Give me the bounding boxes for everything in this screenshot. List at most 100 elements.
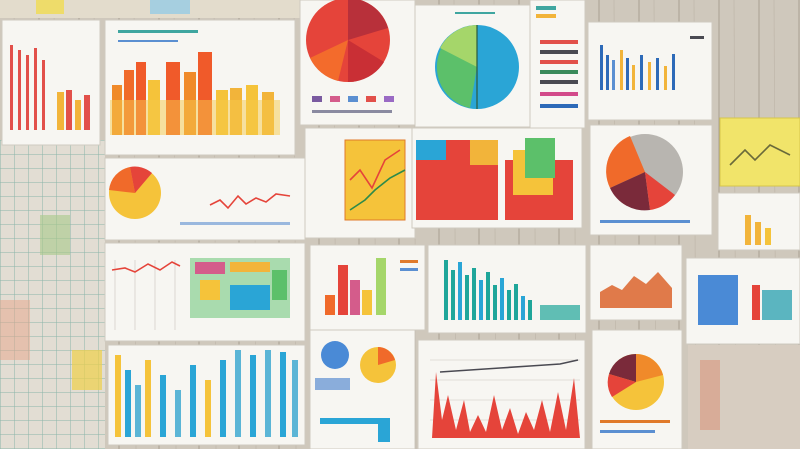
shape-block (626, 58, 629, 90)
shape-path (348, 0, 388, 40)
shape-block (330, 96, 340, 102)
shape-block (745, 215, 751, 245)
shape-block (465, 275, 469, 320)
shape-block (135, 385, 141, 437)
shape-block (292, 360, 298, 437)
shape-block (514, 284, 518, 320)
shape-block (479, 280, 483, 320)
shape-block (200, 280, 220, 300)
shape-path (310, 40, 348, 81)
shape-block (540, 104, 578, 108)
shape-block (315, 378, 350, 390)
shape-block (230, 285, 270, 310)
paper-colorful-bars (309, 244, 426, 331)
shape-path (130, 166, 152, 193)
shape-block (265, 350, 271, 437)
shape-block (175, 390, 181, 437)
shape-block (145, 360, 151, 437)
shape-block (384, 96, 394, 102)
shape-block (235, 350, 241, 437)
shape-path (109, 167, 135, 193)
shape-block (344, 139, 406, 221)
paper-yellow-note (719, 117, 800, 187)
shape-block (612, 60, 615, 90)
shape-block (521, 296, 525, 320)
shape-block (136, 62, 146, 135)
shape-block (18, 50, 21, 130)
shape-block (540, 80, 578, 84)
shape-block (470, 140, 498, 165)
shape-block (648, 62, 651, 90)
shape-block (312, 110, 392, 113)
shape-block (348, 96, 358, 102)
shape-block (416, 140, 446, 160)
shape-block (180, 222, 290, 225)
shape-block (528, 300, 532, 320)
shape-block (40, 215, 70, 255)
shape-block (34, 48, 37, 130)
paper-blue-yellow (107, 344, 306, 446)
paper-teal-bars (427, 244, 587, 334)
shape-path (378, 347, 395, 365)
shape-block (600, 430, 655, 433)
shape-block (690, 36, 704, 39)
shape-block (620, 50, 623, 90)
shape-block (160, 375, 166, 437)
shape-block (350, 280, 360, 315)
paper-orange-bars (104, 19, 296, 156)
shape-block (150, 0, 190, 14)
shape-block (606, 55, 609, 90)
shape-path (607, 374, 636, 397)
shape-block (700, 360, 720, 430)
shape-block (338, 265, 348, 315)
shape-block (0, 140, 105, 449)
shape-block (320, 418, 390, 424)
shape-block (540, 40, 578, 44)
shape-block (755, 222, 761, 245)
paper-pie-line (104, 157, 306, 241)
shape-path (645, 172, 675, 210)
shape-path (636, 354, 663, 382)
shape-path (610, 172, 650, 211)
shape-block (376, 258, 386, 315)
drawn-line (729, 144, 791, 166)
shape-path (600, 272, 672, 308)
paper-small-bars (1, 19, 101, 146)
paper-yellow-chart (304, 127, 416, 239)
shape-block (72, 350, 102, 390)
shape-block (455, 12, 495, 14)
shape-block (400, 268, 418, 271)
shape-block (195, 262, 225, 274)
shape-path (609, 353, 636, 382)
drawn-line (349, 149, 401, 190)
paper-legend (529, 0, 586, 129)
shape-block (115, 355, 121, 437)
shape-block (26, 55, 29, 130)
shape-block (280, 352, 286, 437)
shape-block (664, 66, 667, 90)
paper-blue-blocks (685, 257, 800, 345)
shape-block (66, 90, 72, 130)
shape-block (698, 275, 738, 325)
shape-block (36, 0, 64, 14)
shape-block (672, 54, 675, 90)
drawn-line (349, 169, 406, 211)
shape-block (525, 138, 555, 178)
shape-block (458, 262, 462, 320)
drawn-line (111, 261, 181, 273)
shape-block (10, 45, 13, 130)
paper-red-spikes (417, 339, 586, 449)
shape-block (507, 290, 511, 320)
drawn-line (439, 359, 579, 373)
shape-block (42, 60, 45, 130)
shape-block (250, 355, 256, 437)
paper-gray-pie (589, 124, 713, 236)
shape-block (540, 60, 578, 64)
shape-block (540, 50, 578, 54)
paper-small-chart (717, 192, 800, 251)
shape-block (0, 300, 30, 360)
shape-block (762, 290, 792, 320)
shape-block (540, 305, 580, 320)
